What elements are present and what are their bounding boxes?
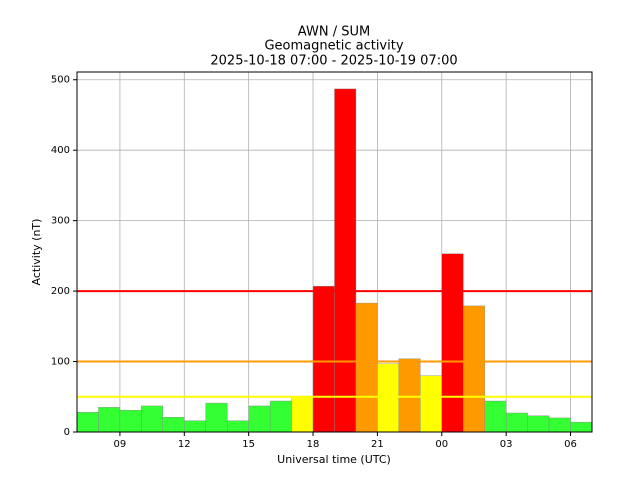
chart-title: AWN / SUM — [298, 25, 370, 40]
bar — [355, 302, 378, 433]
bar — [570, 421, 593, 433]
y-tick-label: 500 — [51, 75, 70, 86]
x-tick-label: 21 — [371, 439, 384, 450]
bar — [184, 420, 206, 433]
bar — [227, 420, 249, 433]
bar — [484, 400, 507, 433]
bar — [441, 253, 464, 433]
x-tick-label: 00 — [435, 439, 448, 450]
y-tick-label: 300 — [51, 216, 70, 227]
bar — [205, 402, 228, 433]
bar — [377, 363, 400, 433]
bar — [119, 409, 142, 433]
chart-period: 2025-10-18 07:00 - 2025-10-19 07:00 — [210, 54, 457, 69]
plot-frame — [76, 71, 593, 433]
x-axis-label: Universal time (UTC) — [277, 453, 391, 466]
x-tick-label: 18 — [307, 439, 320, 450]
bar — [312, 285, 335, 433]
bar — [527, 415, 550, 433]
x-tick-label: 15 — [242, 439, 255, 450]
bar — [141, 405, 164, 433]
y-tick-label: 200 — [51, 286, 70, 297]
bar — [505, 412, 528, 433]
ticks: 0 100 200 300 400 500 09 12 15 18 21 00 03 06 — [51, 75, 577, 450]
bar — [334, 88, 357, 433]
x-tick-label: 09 — [114, 439, 127, 450]
bar — [291, 396, 314, 433]
bar — [76, 412, 99, 433]
x-tick-label: 06 — [564, 439, 577, 450]
y-tick-label: 100 — [51, 357, 70, 368]
y-tick-label: 400 — [51, 145, 70, 156]
bar — [420, 375, 442, 433]
y-axis-label: Activity (nT) — [30, 219, 43, 286]
bar — [162, 417, 185, 433]
y-tick-label: 0 — [64, 427, 70, 438]
bar — [548, 417, 571, 433]
x-tick-label: 03 — [500, 439, 513, 450]
bar — [98, 407, 121, 433]
bar — [463, 305, 485, 433]
bar — [269, 400, 292, 433]
chart-subtitle: Geomagnetic activity — [264, 39, 403, 54]
bar — [248, 405, 271, 433]
x-tick-label: 12 — [178, 439, 191, 450]
threshold-lines — [77, 290, 592, 398]
bar — [398, 358, 421, 433]
